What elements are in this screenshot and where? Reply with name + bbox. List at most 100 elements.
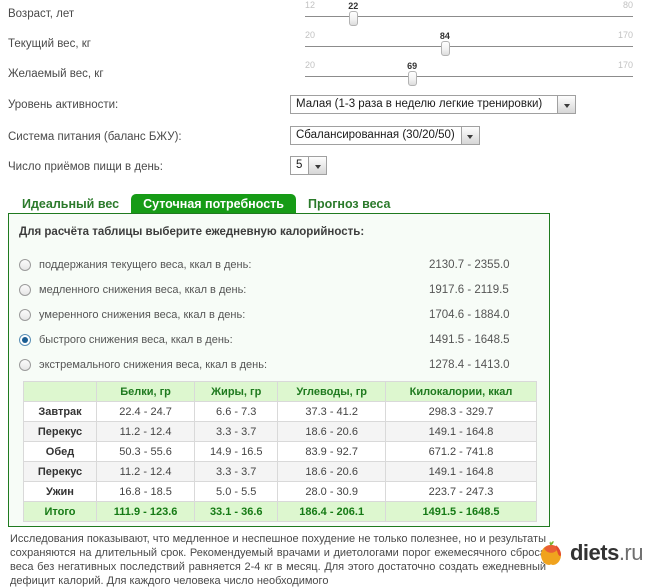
table-cell-calories: 1491.5 - 1648.5 bbox=[385, 501, 537, 522]
calorie-option-moderate[interactable]: умеренного снижения веса, ккал в день: 1… bbox=[19, 302, 541, 327]
form-row-target-weight: Желаемый вес, кг 20 170 69 bbox=[0, 60, 647, 90]
select-nutrition-system-value: Сбалансированная (30/20/50) bbox=[296, 129, 455, 141]
slider-min-target-weight: 20 bbox=[305, 60, 316, 70]
chevron-down-icon[interactable] bbox=[308, 157, 327, 174]
table-row: Перекус 11.2 - 12.4 3.3 - 3.7 18.6 - 20.… bbox=[23, 421, 537, 442]
select-meals[interactable]: 5 bbox=[290, 156, 328, 175]
slider-handle-current-weight[interactable] bbox=[440, 41, 450, 56]
form-row-age: Возраст, лет 12 80 22 bbox=[0, 0, 647, 30]
slider-min-age: 12 bbox=[305, 0, 316, 10]
table-header-protein: Белки, гр bbox=[95, 381, 196, 402]
panel-title: Для расчёта таблицы выберите ежедневную … bbox=[19, 226, 365, 238]
label-target-weight: Желаемый вес, кг bbox=[8, 68, 104, 80]
calorie-option-value: 1917.6 - 2119.5 bbox=[429, 283, 509, 296]
slider-track-age[interactable] bbox=[305, 16, 633, 17]
apple-icon bbox=[536, 538, 566, 568]
slider-max-current-weight: 170 bbox=[617, 30, 633, 40]
tab-ideal-weight[interactable]: Идеальный вес bbox=[22, 197, 120, 211]
tab-bar: Идеальный вес Суточная потребность Прогн… bbox=[10, 194, 403, 215]
table-header-corner bbox=[23, 381, 97, 402]
table-cell-carbs: 18.6 - 20.6 bbox=[277, 421, 387, 442]
table-cell-protein: 11.2 - 12.4 bbox=[95, 421, 196, 442]
radio-icon[interactable] bbox=[19, 283, 31, 296]
info-paragraph: Исследования показывают, что медленное и… bbox=[10, 533, 546, 587]
logo-name: diets bbox=[569, 540, 619, 565]
radio-icon[interactable] bbox=[19, 358, 31, 371]
label-meals: Число приёмов пищи в день: bbox=[8, 161, 163, 173]
table-header-calories: Килокалории, ккал bbox=[385, 381, 537, 402]
radio-icon[interactable] bbox=[19, 258, 31, 271]
slider-age[interactable]: 12 80 22 bbox=[305, 0, 633, 30]
table-header-row: Белки, гр Жиры, гр Углеводы, гр Килокало… bbox=[23, 381, 537, 402]
table-row-name: Перекус bbox=[23, 461, 97, 482]
slider-handle-target-weight[interactable] bbox=[408, 71, 418, 86]
radio-icon-selected[interactable] bbox=[19, 333, 31, 346]
table-cell-calories: 149.1 - 164.8 bbox=[385, 461, 537, 482]
table-cell-fat: 5.0 - 5.5 bbox=[194, 481, 279, 502]
tab-daily-requirement[interactable]: Суточная потребность bbox=[131, 194, 296, 215]
daily-requirement-panel: Для расчёта таблицы выберите ежедневную … bbox=[8, 213, 550, 527]
input-form: Возраст, лет 12 80 22 Текущий вес, кг 20… bbox=[0, 0, 647, 183]
table-row-name: Ужин bbox=[23, 481, 97, 502]
slider-value-target-weight: 69 bbox=[407, 61, 418, 71]
label-current-weight: Текущий вес, кг bbox=[8, 38, 91, 50]
table-row: Перекус 11.2 - 12.4 3.3 - 3.7 18.6 - 20.… bbox=[23, 461, 537, 482]
table-cell-calories: 149.1 - 164.8 bbox=[385, 421, 537, 442]
table-cell-fat: 14.9 - 16.5 bbox=[194, 441, 279, 462]
select-nutrition-system[interactable]: Сбалансированная (30/20/50) bbox=[290, 126, 480, 145]
slider-target-weight[interactable]: 20 170 69 bbox=[305, 60, 633, 90]
select-activity[interactable]: Малая (1-3 раза в неделю легкие трениров… bbox=[290, 95, 576, 114]
table-cell-carbs: 18.6 - 20.6 bbox=[277, 461, 387, 482]
table-row: Ужин 16.8 - 18.5 5.0 - 5.5 28.0 - 30.9 2… bbox=[23, 481, 537, 502]
table-cell-carbs: 186.4 - 206.1 bbox=[277, 501, 387, 522]
label-age: Возраст, лет bbox=[8, 8, 75, 20]
table-cell-calories: 671.2 - 741.8 bbox=[385, 441, 537, 462]
nutrition-table: Белки, гр Жиры, гр Углеводы, гр Килокало… bbox=[23, 381, 537, 522]
table-header-carbs: Углеводы, гр bbox=[277, 381, 387, 402]
logo-domain: .ru bbox=[618, 540, 644, 565]
calorie-option-label: медленного снижения веса, ккал в день: bbox=[39, 283, 247, 296]
calorie-option-label: экстремального снижения веса, ккал в ден… bbox=[39, 358, 268, 371]
chevron-down-icon[interactable] bbox=[557, 96, 575, 113]
chevron-down-icon[interactable] bbox=[460, 127, 479, 144]
slider-value-age: 22 bbox=[348, 1, 359, 11]
calorie-option-maintain[interactable]: поддержания текущего веса, ккал в день: … bbox=[19, 252, 541, 277]
calorie-option-value: 2130.7 - 2355.0 bbox=[429, 258, 510, 271]
calorie-option-value: 1704.6 - 1884.0 bbox=[429, 308, 510, 321]
form-row-meals: Число приёмов пищи в день: 5 bbox=[0, 153, 647, 183]
table-cell-calories: 223.7 - 247.3 bbox=[385, 481, 537, 502]
table-row-name: Завтрак bbox=[23, 401, 97, 422]
slider-max-age: 80 bbox=[622, 0, 633, 10]
tab-weight-forecast[interactable]: Прогноз веса bbox=[307, 197, 391, 211]
table-cell-carbs: 37.3 - 41.2 bbox=[277, 401, 387, 422]
table-row-total: Итого 111.9 - 123.6 33.1 - 36.6 186.4 - … bbox=[23, 501, 537, 522]
table-cell-protein: 11.2 - 12.4 bbox=[95, 461, 196, 482]
radio-icon[interactable] bbox=[19, 308, 31, 321]
table-cell-carbs: 28.0 - 30.9 bbox=[277, 481, 387, 502]
slider-track-current-weight[interactable] bbox=[305, 46, 633, 47]
table-row-name: Перекус bbox=[23, 421, 97, 442]
table-row: Завтрак 22.4 - 24.7 6.6 - 7.3 37.3 - 41.… bbox=[23, 401, 537, 422]
table-row-name: Итого bbox=[23, 501, 97, 522]
calorie-option-label: поддержания текущего веса, ккал в день: bbox=[39, 258, 252, 271]
site-logo: diets.ru bbox=[536, 538, 644, 568]
logo-text: diets.ru bbox=[569, 540, 644, 566]
table-cell-protein: 16.8 - 18.5 bbox=[95, 481, 196, 502]
table-cell-carbs: 83.9 - 92.7 bbox=[277, 441, 387, 462]
slider-current-weight[interactable]: 20 170 84 bbox=[305, 30, 633, 60]
form-row-nutrition-system: Система питания (баланс БЖУ): Сбалансиро… bbox=[0, 123, 647, 153]
table-row: Обед 50.3 - 55.6 14.9 - 16.5 83.9 - 92.7… bbox=[23, 441, 537, 462]
calorie-option-slow[interactable]: медленного снижения веса, ккал в день: 1… bbox=[19, 277, 541, 302]
label-activity: Уровень активности: bbox=[8, 99, 119, 111]
table-cell-fat: 6.6 - 7.3 bbox=[194, 401, 279, 422]
table-cell-fat: 3.3 - 3.7 bbox=[194, 421, 279, 442]
label-nutrition-system: Система питания (баланс БЖУ): bbox=[8, 131, 182, 143]
slider-value-current-weight: 84 bbox=[439, 31, 450, 41]
slider-handle-age[interactable] bbox=[349, 11, 359, 26]
calorie-option-fast[interactable]: быстрого снижения веса, ккал в день: 149… bbox=[19, 327, 541, 352]
slider-track-target-weight[interactable] bbox=[305, 76, 633, 77]
calorie-option-value: 1491.5 - 1648.5 bbox=[429, 333, 510, 346]
table-cell-protein: 50.3 - 55.6 bbox=[95, 441, 196, 462]
table-header-fat: Жиры, гр bbox=[194, 381, 279, 402]
calorie-option-extreme[interactable]: экстремального снижения веса, ккал в ден… bbox=[19, 352, 541, 377]
